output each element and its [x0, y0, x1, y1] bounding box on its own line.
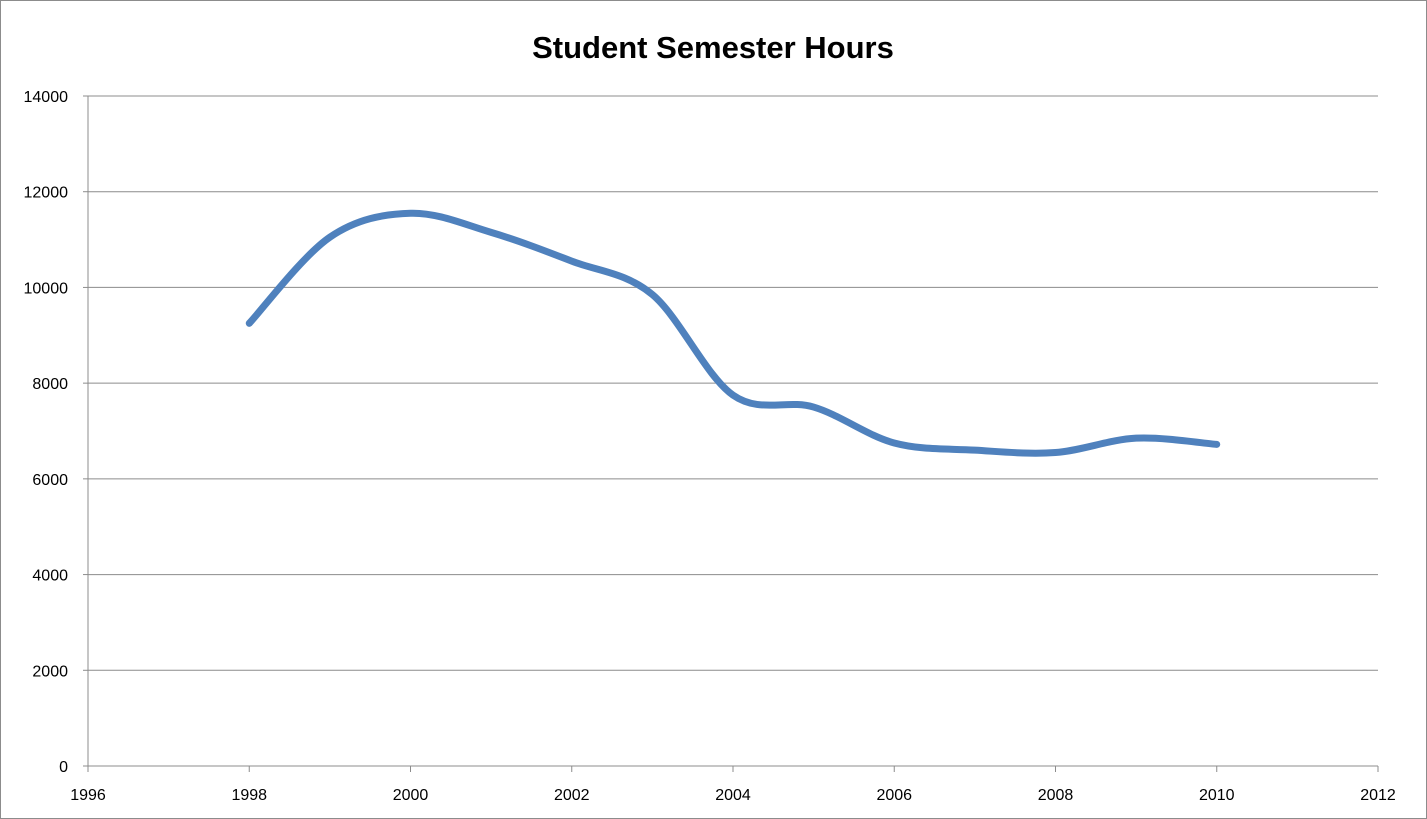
axes: 0 2000 4000 6000 8000 10000 12000 14000 1996 1998…: [24, 89, 1396, 804]
x-tick-label: 2012: [1360, 787, 1396, 804]
x-tick-label: 2006: [876, 787, 912, 804]
x-tick-label: 2010: [1199, 787, 1235, 804]
y-tick-label: 14000: [24, 89, 69, 106]
data-point: [407, 210, 414, 217]
data-point: [810, 404, 817, 411]
x-tick-label: 1996: [70, 787, 106, 804]
gridlines: [88, 95, 1378, 671]
x-tick-label: 1998: [231, 787, 267, 804]
series-layer: [245, 209, 1221, 457]
y-tick-label: 8000: [32, 376, 68, 393]
x-tick-label: 2004: [715, 787, 751, 804]
series-line-0: [245, 209, 1221, 457]
y-tick-label: 0: [59, 759, 68, 776]
data-point: [568, 258, 575, 265]
chart-title: Student Semester Hours: [532, 30, 894, 65]
y-tick-label: 12000: [24, 185, 69, 202]
y-tick-label: 10000: [24, 280, 69, 297]
data-point: [891, 439, 898, 446]
y-tick-label: 2000: [32, 663, 68, 680]
x-tick-label: 2002: [554, 787, 590, 804]
y-tick-label: 4000: [32, 568, 68, 585]
data-point: [326, 234, 333, 241]
data-point: [730, 392, 737, 399]
x-tick-label: 2008: [1038, 787, 1074, 804]
y-tick-label: 6000: [32, 472, 68, 489]
data-point: [971, 447, 978, 454]
data-point: [1052, 449, 1059, 456]
x-tick-label: 2000: [393, 787, 429, 804]
data-point: [1213, 441, 1220, 448]
data-point: [649, 291, 656, 298]
data-point: [1133, 435, 1140, 442]
data-point: [488, 229, 495, 236]
data-point: [246, 320, 253, 327]
